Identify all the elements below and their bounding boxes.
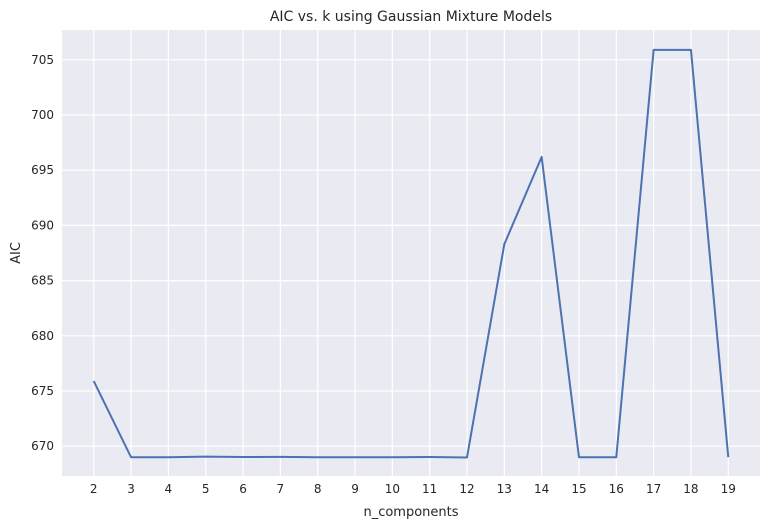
x-axis-label: n_components (363, 505, 458, 520)
y-tick-label: 700 (31, 108, 54, 122)
x-tick-label: 5 (202, 482, 210, 496)
x-tick-label: 4 (165, 482, 173, 496)
x-tick-label: 15 (571, 482, 586, 496)
x-tick-label: 7 (277, 482, 285, 496)
y-axis-label: AIC (9, 242, 24, 264)
series-layer (92, 48, 730, 459)
x-tick-label: 9 (351, 482, 359, 496)
y-tick-label: 705 (31, 53, 54, 67)
y-tick-label: 685 (31, 274, 54, 288)
x-tick-label: 11 (422, 482, 437, 496)
y-tick-label: 695 (31, 163, 54, 177)
plot-area (62, 30, 760, 476)
x-tick-label: 3 (127, 482, 135, 496)
x-tick-label: 17 (646, 482, 661, 496)
y-tick-label: 690 (31, 218, 54, 232)
y-axis-ticks: 670 675 680 685 690 695 700 705 (31, 53, 54, 453)
x-tick-label: 16 (609, 482, 624, 496)
chart-title: AIC vs. k using Gaussian Mixture Models (270, 9, 552, 25)
x-tick-label: 13 (497, 482, 512, 496)
grid (62, 30, 760, 476)
y-tick-label: 675 (31, 384, 54, 398)
y-tick-label: 670 (31, 439, 54, 453)
x-tick-label: 8 (314, 482, 322, 496)
series-line (92, 48, 730, 459)
x-tick-label: 2 (90, 482, 98, 496)
x-tick-label: 14 (534, 482, 549, 496)
x-tick-label: 19 (721, 482, 736, 496)
x-tick-label: 10 (385, 482, 400, 496)
x-tick-label: 6 (239, 482, 247, 496)
y-tick-label: 680 (31, 329, 54, 343)
x-tick-label: 18 (683, 482, 698, 496)
x-tick-label: 12 (459, 482, 474, 496)
x-axis-ticks: 2 3 4 5 6 7 8 9 10 11 12 13 14 15 16 17 18 19 (90, 482, 736, 496)
